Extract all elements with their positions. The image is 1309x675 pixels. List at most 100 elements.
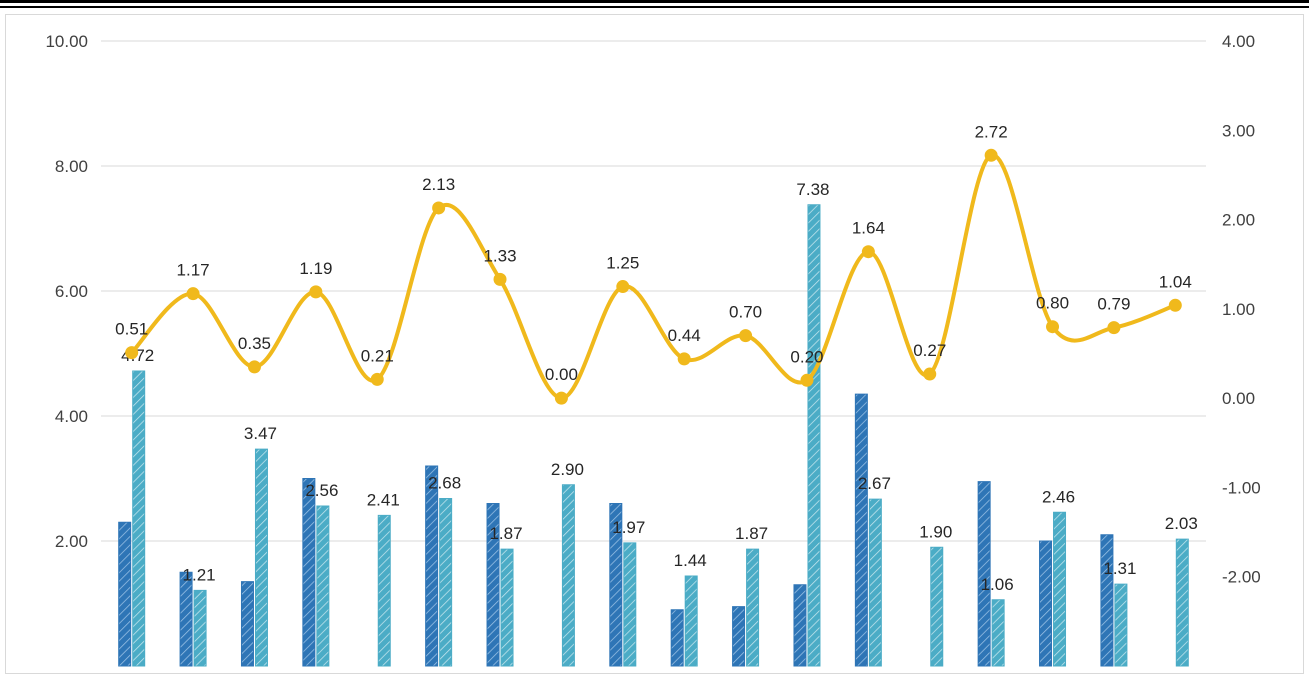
line-point — [432, 201, 446, 215]
bar-series-2 — [316, 505, 330, 667]
line-point — [125, 346, 139, 360]
line-data-label: 1.19 — [299, 259, 332, 278]
bar-series-1 — [609, 503, 623, 667]
line-point — [1168, 298, 1182, 312]
bar-data-label: 2.03 — [1165, 514, 1198, 533]
bar-series-2 — [500, 548, 514, 667]
line-data-label: 2.13 — [422, 175, 455, 194]
chart-frame: 10.00 8.00 6.00 4.00 2.00 4.00 3.00 2.00 1.00 0.… — [5, 14, 1304, 674]
right-tick-label: -1.00 — [1222, 478, 1261, 497]
line-data-label: 1.04 — [1159, 272, 1192, 291]
bar-series-1 — [486, 503, 500, 667]
bar-series-2 — [561, 484, 575, 667]
line-point — [739, 329, 753, 343]
bar-data-label: 2.68 — [428, 474, 461, 493]
left-tick-label: 8.00 — [55, 157, 88, 176]
line-data-label: 1.33 — [483, 246, 516, 265]
bar-data-label: 2.56 — [305, 481, 338, 500]
line-point — [186, 287, 200, 301]
right-tick-label: -2.00 — [1222, 568, 1261, 587]
line-data-label: 1.25 — [606, 254, 639, 273]
bar-data-label: 1.90 — [919, 522, 952, 541]
line-data-label: 0.44 — [668, 326, 701, 345]
bar-data-label: 1.06 — [981, 575, 1014, 594]
bar-series-2 — [930, 546, 944, 667]
bar-data-label: 2.41 — [367, 490, 400, 509]
bar-series-1 — [854, 393, 868, 667]
left-tick-label: 10.00 — [45, 32, 88, 51]
line-point — [247, 360, 261, 374]
right-tick-label: 3.00 — [1222, 121, 1255, 140]
gridlines — [101, 40, 1206, 542]
line-data-label: 0.70 — [729, 303, 762, 322]
bar-series-2 — [1175, 538, 1189, 667]
line-point — [800, 373, 814, 387]
bar-series-2 — [193, 589, 207, 667]
bar-labels: 4.721.213.472.56 2.412.681.872.901.971.44… — [121, 180, 1198, 594]
right-tick-label: 2.00 — [1222, 211, 1255, 230]
line-data-label: 0.27 — [913, 341, 946, 360]
right-tick-label: 1.00 — [1222, 300, 1255, 319]
line-data-label: 2.72 — [975, 122, 1008, 141]
bars — [118, 204, 1189, 667]
line-point — [370, 372, 384, 386]
bar-series-1 — [1039, 540, 1053, 667]
line-point — [1107, 321, 1121, 335]
bar-series-1 — [670, 609, 684, 667]
left-tick-label: 6.00 — [55, 282, 88, 301]
bar-series-1 — [240, 581, 254, 667]
line-path — [130, 153, 1177, 401]
bar-data-label: 1.87 — [489, 524, 522, 543]
bar-series-1 — [977, 481, 991, 667]
bar-series-2 — [746, 548, 760, 667]
bar-series-2 — [132, 370, 146, 667]
left-tick-label: 2.00 — [55, 532, 88, 551]
bar-data-label: 2.67 — [858, 474, 891, 493]
line-data-label: 0.35 — [238, 334, 271, 353]
right-axis: 4.00 3.00 2.00 1.00 0.00 -1.00 -2.00 — [1222, 32, 1261, 587]
bar-data-label: 3.47 — [244, 424, 277, 443]
line-data-label: 0.51 — [115, 320, 148, 339]
bar-series-2 — [623, 542, 637, 667]
line-data-label: 0.79 — [1097, 295, 1130, 314]
line-labels: 0.51 1.17 0.35 1.19 0.21 2.13 1.33 0.00 1.25 0.44… — [115, 122, 1192, 384]
bar-data-label: 1.87 — [735, 524, 768, 543]
line-point — [861, 245, 875, 259]
bar-series-2 — [377, 514, 391, 667]
line-point — [554, 391, 568, 405]
bar-series-2 — [868, 498, 882, 667]
line-series — [125, 148, 1182, 405]
right-tick-label: 4.00 — [1222, 32, 1255, 51]
line-point — [1046, 320, 1060, 334]
bar-series-2 — [254, 448, 268, 667]
line-data-label: 0.80 — [1036, 294, 1069, 313]
line-data-label: 1.64 — [852, 219, 885, 238]
bar-series-2 — [807, 204, 821, 667]
bar-series-1 — [302, 478, 316, 667]
line-point — [677, 352, 691, 366]
bar-series-2 — [1114, 583, 1128, 667]
right-tick-label: 0.00 — [1222, 389, 1255, 408]
bar-data-label: 1.21 — [183, 565, 216, 584]
bar-series-1 — [118, 521, 132, 667]
line-point — [923, 367, 937, 381]
line-data-label: 0.21 — [361, 346, 394, 365]
left-tick-label: 4.00 — [55, 407, 88, 426]
top-rule-secondary — [0, 6, 1309, 8]
bar-series-2 — [684, 575, 698, 667]
line-point — [616, 280, 630, 294]
bar-data-label: 2.90 — [551, 460, 584, 479]
combo-chart: 10.00 8.00 6.00 4.00 2.00 4.00 3.00 2.00 1.00 0.… — [45, 32, 1261, 667]
bar-series-2 — [439, 498, 453, 667]
bar-series-1 — [425, 465, 439, 667]
left-axis: 10.00 8.00 6.00 4.00 2.00 — [45, 32, 88, 551]
line-point — [309, 285, 323, 299]
line-point — [984, 148, 998, 162]
bar-series-1 — [179, 571, 193, 667]
bar-data-label: 7.38 — [796, 180, 829, 199]
bar-series-1 — [732, 606, 746, 667]
bar-series-1 — [793, 584, 807, 667]
line-data-label: 1.17 — [177, 261, 210, 280]
line-data-label: 0.00 — [545, 365, 578, 384]
bar-series-1 — [1100, 534, 1114, 667]
